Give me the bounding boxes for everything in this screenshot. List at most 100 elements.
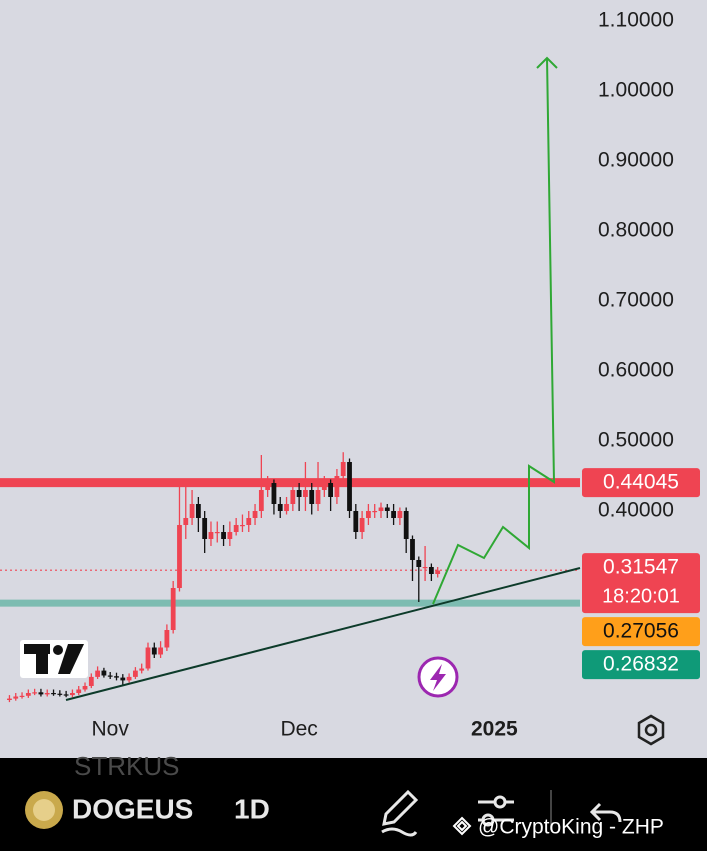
candle-body — [240, 525, 245, 527]
candle-body — [435, 570, 441, 574]
candle-body — [170, 588, 176, 630]
candle-body — [359, 518, 365, 532]
candle-body — [151, 647, 157, 655]
candle-body — [328, 483, 334, 497]
x-tick-label: Dec — [280, 718, 317, 741]
candle-body — [321, 483, 327, 490]
candle-body — [410, 539, 415, 560]
candle-body — [366, 511, 371, 518]
candle-body — [63, 694, 69, 696]
price-label: 0.26832 — [603, 653, 679, 676]
candle-body — [252, 511, 258, 518]
candle-body — [13, 696, 19, 699]
candle-body — [195, 504, 201, 518]
undo-button[interactable] — [589, 802, 622, 823]
candle-body — [284, 504, 289, 511]
candle-body — [126, 676, 132, 681]
price-label: 0.31547 — [603, 556, 679, 579]
candle-body — [95, 670, 101, 677]
candle-body — [309, 490, 315, 504]
candle-body — [44, 693, 50, 695]
candle-body — [158, 647, 163, 655]
interval[interactable]: 1D — [234, 793, 270, 824]
candle-body — [208, 532, 214, 539]
ghost-symbol: STRKUS — [74, 751, 179, 781]
price-label: 0.44045 — [603, 471, 679, 494]
y-tick-label: 0.80000 — [598, 219, 674, 242]
candle-body — [246, 518, 252, 525]
bottom-bar — [0, 758, 707, 851]
watermark: @CryptoKing - ZHP — [478, 816, 664, 839]
y-tick-label: 1.00000 — [598, 79, 674, 102]
price-label: 0.27056 — [603, 620, 679, 643]
candle-body — [334, 476, 340, 497]
tradingview-logo — [20, 640, 88, 678]
candle-body — [177, 525, 182, 588]
candle-body — [189, 504, 195, 518]
candle-body — [315, 490, 321, 504]
trend-line — [65, 567, 581, 701]
candle-body — [57, 693, 63, 695]
candle-body — [82, 686, 88, 690]
candle-body — [114, 676, 119, 678]
y-tick-label: 0.60000 — [598, 359, 674, 382]
candle-body — [428, 567, 434, 574]
candle-body — [384, 507, 390, 511]
indicators-button[interactable] — [478, 795, 514, 827]
draw-button[interactable] — [381, 789, 419, 837]
candle-body — [397, 511, 403, 518]
candle-body — [378, 507, 384, 511]
candle-body — [227, 532, 233, 539]
countdown: 18:20:01 — [602, 585, 680, 607]
candle-body — [7, 698, 12, 700]
candle-body — [76, 689, 82, 693]
y-tick-label: 0.50000 — [598, 429, 674, 452]
candle-body — [233, 525, 239, 532]
candle-body — [271, 483, 277, 504]
candle-body — [120, 677, 126, 681]
symbol-icon-inner — [33, 799, 55, 821]
candle-body — [403, 511, 409, 539]
plot — [0, 452, 580, 703]
price-label-box — [582, 617, 700, 647]
y-tick-label: 0.90000 — [598, 149, 674, 172]
x-tick-label: 2025 — [471, 718, 518, 741]
projection-path — [432, 57, 556, 605]
candle-body — [340, 462, 346, 476]
y-tick-label: 1.10000 — [598, 9, 674, 32]
candle-body — [145, 647, 151, 669]
price-label-box — [582, 553, 700, 614]
candle-body — [139, 668, 145, 671]
candle-body — [347, 462, 352, 511]
candle-body — [296, 490, 302, 497]
settings-button[interactable] — [637, 714, 665, 746]
candle-body — [38, 692, 44, 695]
candle-body — [88, 676, 94, 686]
candle-body — [164, 630, 170, 648]
candle-body — [107, 675, 113, 677]
y-tick-label: 0.70000 — [598, 289, 674, 312]
candle-body — [372, 511, 378, 513]
candle-body — [391, 511, 396, 518]
candle-body — [303, 490, 308, 497]
candle-body — [25, 693, 31, 696]
lightning-button[interactable] — [417, 656, 459, 698]
candle-body — [51, 693, 56, 695]
candle-body — [132, 670, 138, 677]
y-tick-label: 0.40000 — [598, 499, 674, 522]
x-tick-label: Nov — [92, 718, 130, 741]
candle-body — [19, 695, 25, 697]
candle-body — [277, 504, 283, 511]
candle-body — [32, 692, 38, 694]
candle-body — [221, 532, 226, 539]
price-label-box — [582, 468, 700, 498]
candle-body — [353, 511, 359, 532]
candle-body — [416, 560, 422, 567]
price-label-box — [582, 650, 700, 680]
candle-body — [422, 567, 428, 569]
candle-body — [265, 483, 271, 490]
candle-body — [290, 490, 296, 504]
symbol[interactable]: DOGEUS — [72, 793, 193, 824]
